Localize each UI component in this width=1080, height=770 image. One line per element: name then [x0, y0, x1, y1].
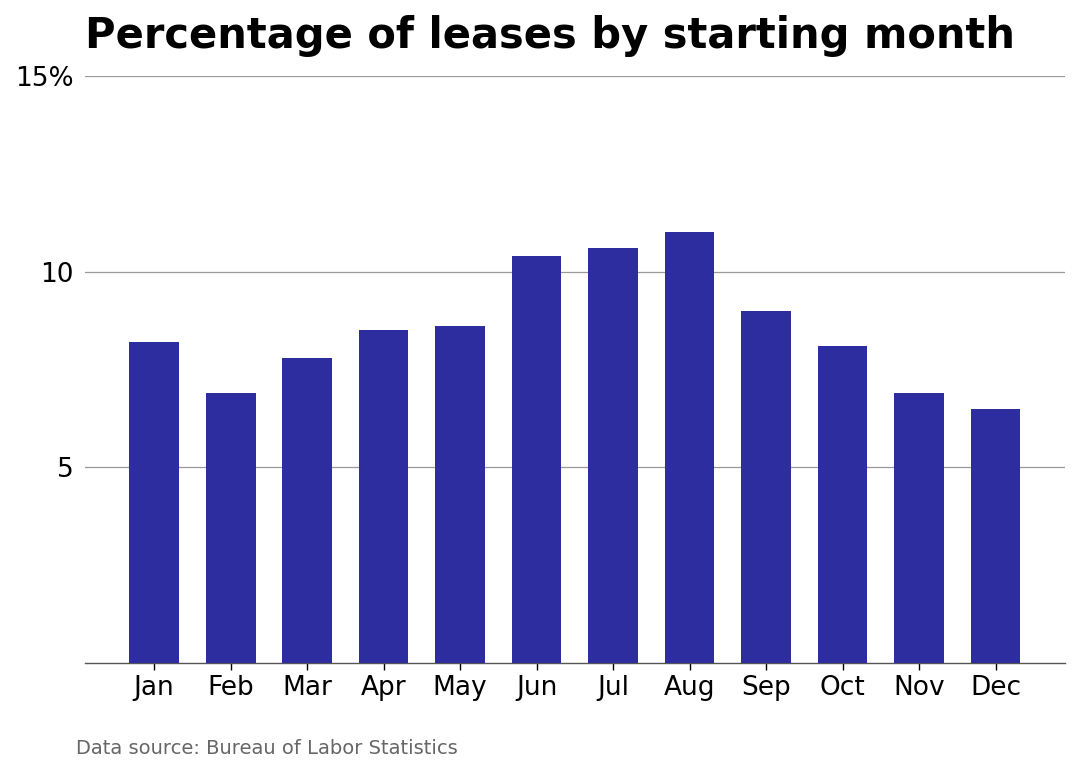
Bar [665, 233, 715, 663]
Bar [971, 409, 1021, 663]
Bar [130, 342, 179, 663]
Text: Data source: Bureau of Labor Statistics: Data source: Bureau of Labor Statistics [76, 739, 457, 758]
Bar [435, 326, 485, 663]
Bar [206, 393, 256, 663]
Bar [741, 311, 791, 663]
Bar [818, 346, 867, 663]
Bar [282, 358, 332, 663]
Bar [894, 393, 944, 663]
Text: Percentage of leases by starting month: Percentage of leases by starting month [84, 15, 1015, 57]
Bar [512, 256, 562, 663]
Bar [589, 248, 638, 663]
Bar [359, 330, 408, 663]
